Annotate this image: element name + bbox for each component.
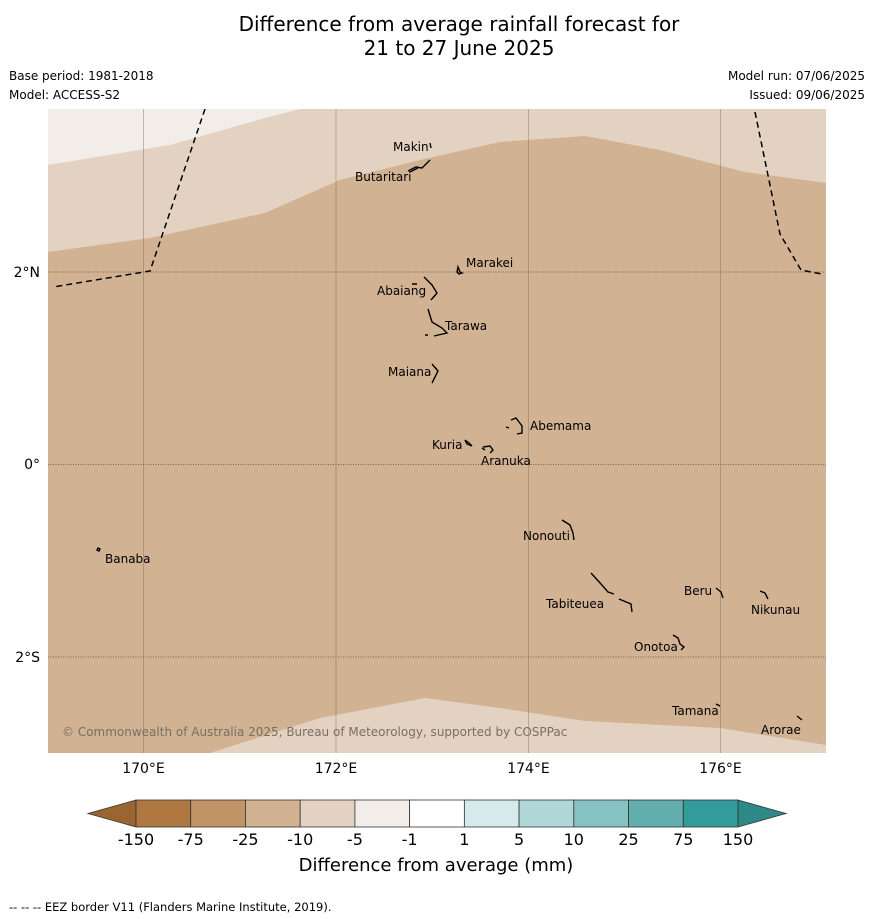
fill-top-band xyxy=(48,109,826,252)
label-banaba: Banaba xyxy=(105,552,151,566)
colorbar-tick-label: 75 xyxy=(673,830,693,849)
title-line-1: Difference from average rainfall forecas… xyxy=(238,12,680,36)
label-maiana: Maiana xyxy=(388,365,431,379)
island-shape-beru xyxy=(715,587,724,599)
eez-border-east xyxy=(754,111,823,275)
x-tick-176e: 176°E xyxy=(699,761,742,777)
colorbar-tick-label: -150 xyxy=(118,830,154,849)
colorbar: -150 -75 -25 -10 -5 -1 1 5 10 25 75 150 xyxy=(86,799,788,849)
y-tick-0: 0° xyxy=(24,457,40,473)
y-tick-2n: 2°N xyxy=(14,265,40,281)
title-line-2: 21 to 27 June 2025 xyxy=(363,36,555,60)
label-onotoa: Onotoa xyxy=(634,640,678,654)
colorbar-segment xyxy=(409,799,465,828)
island-shape-arorae xyxy=(796,715,803,721)
colorbar-segment xyxy=(573,799,629,828)
colorbar-tick-label: 1 xyxy=(459,830,469,849)
parallels xyxy=(48,271,826,658)
label-nonouti: Nonouti xyxy=(523,529,570,543)
eez-border-west xyxy=(52,109,206,288)
fill-top-light xyxy=(48,109,300,165)
label-arorae: Arorae xyxy=(761,723,801,737)
colorbar-tick-label: -75 xyxy=(178,830,204,849)
eez-border xyxy=(52,109,823,288)
y-tick-2s: 2°S xyxy=(15,650,40,666)
colorbar-label: Difference from average (mm) xyxy=(299,855,574,876)
island-shape-tamana xyxy=(715,703,721,707)
colorbar-segment xyxy=(628,799,684,828)
colorbar-segment xyxy=(463,799,520,828)
colorbar-segment xyxy=(682,799,739,828)
map-title: Difference from average rainfall forecas… xyxy=(0,12,873,60)
x-tick-170e: 170°E xyxy=(122,761,165,777)
island-shape-aranuka xyxy=(481,445,494,454)
colorbar-segment xyxy=(518,799,575,828)
label-aranuka: Aranuka xyxy=(481,454,531,468)
label-nikunau: Nikunau xyxy=(751,603,800,617)
island-shape-abaiang xyxy=(412,276,438,301)
island-labels: Makin Butaritari Marakei Abaiang Tarawa … xyxy=(105,140,801,737)
island-shape-nonouti xyxy=(561,519,575,541)
colorbar-segment xyxy=(299,799,356,828)
island-outlines xyxy=(96,142,803,721)
island-shape-kuria xyxy=(464,439,473,447)
island-shape-marakei xyxy=(456,264,464,275)
model-name: Model: ACCESS-S2 xyxy=(9,88,121,102)
island-shape-onotoa xyxy=(672,634,686,651)
colorbar-under-arrow xyxy=(86,799,137,828)
island-shape-maiana xyxy=(431,363,439,384)
x-tick-172e: 172°E xyxy=(315,761,358,777)
colorbar-tick-label: -25 xyxy=(232,830,258,849)
island-shape-butaritari xyxy=(407,159,431,173)
meta-right: Model run: 07/06/2025 Issued: 09/06/2025 xyxy=(728,69,865,107)
colorbar-segment xyxy=(190,799,246,828)
label-tarawa: Tarawa xyxy=(444,319,487,333)
label-tabiteuea: Tabiteuea xyxy=(545,597,604,611)
island-shape-abemama xyxy=(505,417,523,435)
meta-left: Base period: 1981-2018 Model: ACCESS-S2 xyxy=(9,69,154,107)
colorbar-tick-label: -1 xyxy=(402,830,418,849)
label-butaritari: Butaritari xyxy=(355,170,412,184)
colorbar-over-arrow xyxy=(737,799,788,828)
island-shape-tarawa xyxy=(425,308,449,337)
island-shape-tabiteuea xyxy=(590,572,633,613)
x-axis-labels: 170°E 172°E 174°E 176°E xyxy=(122,761,742,777)
island-shape-nikunau xyxy=(759,590,769,600)
base-period: Base period: 1981-2018 xyxy=(9,69,154,83)
colorbar-tick-label: 10 xyxy=(564,830,584,849)
label-kuria: Kuria xyxy=(432,438,463,452)
label-marakei: Marakei xyxy=(466,256,513,270)
map-fill-layer: Makin Butaritari Marakei Abaiang Tarawa … xyxy=(48,109,826,753)
eez-legend-note: -- -- -- EEZ border V11 (Flanders Marine… xyxy=(9,900,332,914)
x-tick-174e: 174°E xyxy=(507,761,550,777)
copyright-notice: © Commonwealth of Australia 2025, Bureau… xyxy=(62,725,567,739)
colorbar-tick-label: 150 xyxy=(723,830,754,849)
label-abaiang: Abaiang xyxy=(377,284,426,298)
y-axis-labels: 2°N 0° 2°S xyxy=(14,265,41,666)
colorbar-segment xyxy=(354,799,411,828)
colorbar-tick-label: -5 xyxy=(347,830,363,849)
colorbar-tick-label: -10 xyxy=(287,830,313,849)
label-makin: Makin xyxy=(393,140,429,154)
colorbar-tick-label: 5 xyxy=(514,830,524,849)
issued-date: Issued: 09/06/2025 xyxy=(749,88,865,102)
colorbar-segment xyxy=(135,799,192,828)
island-shape-makin xyxy=(429,142,432,149)
label-abemama: Abemama xyxy=(530,419,591,433)
colorbar-segment xyxy=(245,799,301,828)
label-tamana: Tamana xyxy=(671,704,719,718)
island-shape-banaba xyxy=(96,547,101,552)
graticule xyxy=(143,109,721,753)
rainfall-map: Makin Butaritari Marakei Abaiang Tarawa … xyxy=(14,109,826,876)
label-beru: Beru xyxy=(684,584,712,598)
model-run: Model run: 07/06/2025 xyxy=(727,69,865,83)
colorbar-tick-label: 25 xyxy=(618,830,638,849)
fill-bottom-band xyxy=(48,698,826,753)
